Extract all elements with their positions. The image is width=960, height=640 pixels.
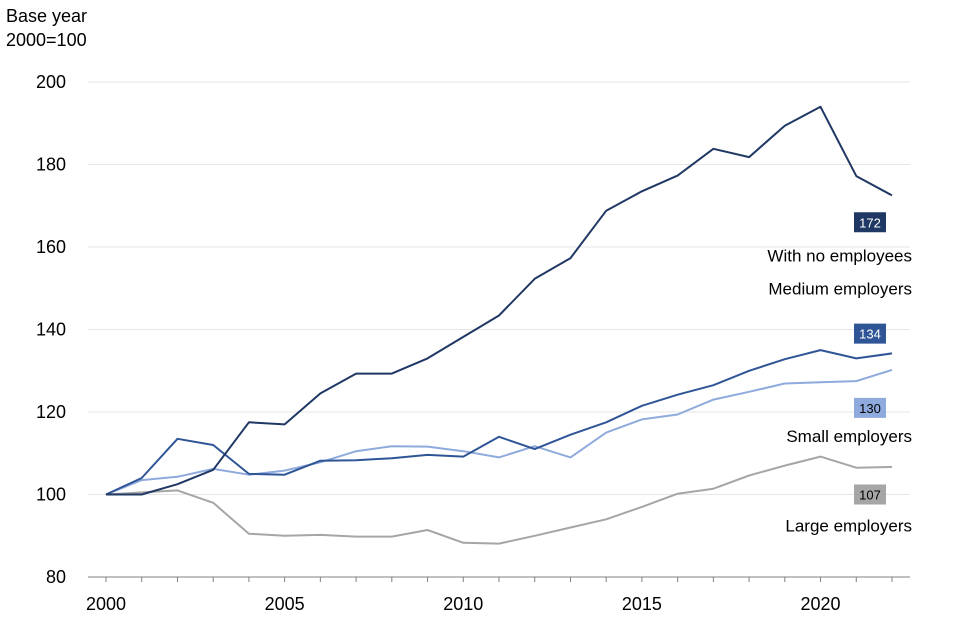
x-tick-label-2020: 2020 xyxy=(801,594,841,614)
end-value-label-large-employers: 107 xyxy=(859,488,881,503)
y-tick-label-160: 160 xyxy=(36,237,66,257)
x-tick-label-2010: 2010 xyxy=(443,594,483,614)
y-tick-labels: 80 100 120 140 160 180 200 xyxy=(36,72,66,587)
end-value-badge-medium-employers: 134 xyxy=(854,323,886,344)
series-name-label-large-employers: Large employers xyxy=(785,516,912,535)
series-annotations: 107 Large employers 130 Small employers 134 M… xyxy=(767,212,912,535)
series-line-large-employers xyxy=(105,455,893,545)
series-line-with-no-employees xyxy=(106,105,893,496)
x-tick-label-2005: 2005 xyxy=(265,594,305,614)
end-value-label-small-employers: 130 xyxy=(859,401,881,416)
x-tick-label-2015: 2015 xyxy=(622,594,662,614)
series-lines xyxy=(105,105,893,545)
end-value-badge-large-employers: 107 xyxy=(854,484,886,505)
end-value-badge-bg-medium-employers xyxy=(854,323,886,344)
axes xyxy=(88,576,910,582)
x-tick-label-2000: 2000 xyxy=(86,594,126,614)
y-tick-label-180: 180 xyxy=(36,155,66,175)
y-tick-label-100: 100 xyxy=(36,485,66,505)
end-value-badge-bg-with-no-employees xyxy=(854,212,886,233)
y-tick-label-120: 120 xyxy=(36,402,66,422)
end-value-badge-small-employers: 130 xyxy=(854,397,886,418)
y-axis-title-line2: 2000=100 xyxy=(6,30,87,50)
end-value-badge-bg-large-employers xyxy=(854,484,886,505)
y-tick-label-200: 200 xyxy=(36,72,66,92)
gridlines xyxy=(88,81,910,495)
y-tick-label-140: 140 xyxy=(36,320,66,340)
series-name-label-small-employers: Small employers xyxy=(786,427,912,446)
series-line-medium-employers xyxy=(105,349,893,496)
end-value-badge-with-no-employees: 172 xyxy=(854,212,886,233)
y-axis-title-line1: Base year xyxy=(6,6,88,26)
x-tick-labels: 2000 2005 2010 2015 2020 xyxy=(86,594,841,614)
series-name-label-with-no-employees: With no employees xyxy=(767,246,912,265)
end-value-badge-bg-small-employers xyxy=(854,397,886,418)
series-name-label-medium-employers: Medium employers xyxy=(768,279,912,298)
series-line-small-employers xyxy=(105,368,893,496)
y-tick-label-80: 80 xyxy=(46,567,66,587)
end-value-label-with-no-employees: 172 xyxy=(859,215,881,230)
end-value-label-medium-employers: 134 xyxy=(859,327,881,342)
